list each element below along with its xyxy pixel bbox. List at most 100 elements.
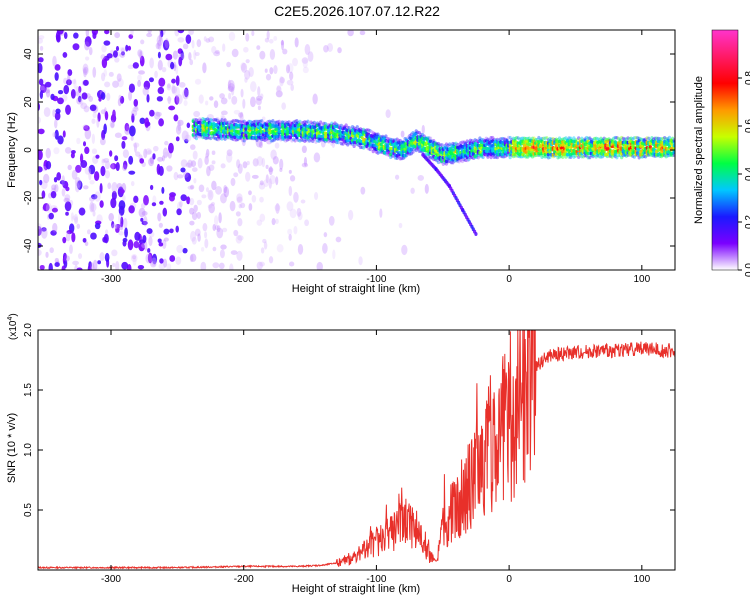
spectrogram-cell [64,194,71,202]
signal-cell [198,117,202,121]
y-tick-label: 0 [23,147,34,153]
signal-cell [241,138,245,143]
signal-cell [414,129,418,133]
spectrogram-cell [312,93,318,105]
spectrogram-cell [42,203,50,212]
spectrogram-cell [179,201,183,208]
spectrogram-cell [260,247,265,254]
spectrogram-cell [166,84,172,91]
spectrogram-y-label: Frequency (Hz) [6,112,18,188]
spectrogram-cell [147,248,151,253]
signal-cell [191,118,195,123]
spectrogram-cell [237,163,243,174]
spectrogram-cell [251,174,259,179]
signal-cell [269,120,273,124]
signal-cell [543,136,547,141]
spectrogram-cell [124,227,128,238]
spectrogram-cell [200,247,205,252]
spectrogram-cell [109,150,113,157]
spectrogram-cell [212,223,216,232]
signal-cell [428,155,433,160]
spectrogram-cell [39,90,44,99]
spectrogram-cell [90,194,98,200]
spectrogram-cell [248,203,253,211]
signal-cell [311,121,315,126]
signal-cell [475,153,479,158]
signal-cell [444,159,449,164]
spectrogram-cell [104,252,110,262]
spectrogram-cell [273,35,278,42]
signal-cell [408,152,412,156]
spectrogram-cell [67,69,73,77]
spectrogram-cell [137,49,143,57]
spectrogram-cell [143,215,148,227]
signal-cell [327,139,331,144]
spectrogram-cell [97,112,101,122]
spectrogram-cell [185,34,192,44]
signal-cell [298,139,302,143]
spectrogram-cell [100,109,107,115]
signal-cell [242,124,246,128]
spectrogram-cell [44,81,52,88]
spectrogram-cell [117,213,122,224]
signal-cell [317,139,321,143]
spectrogram-y-axis: -40 -20 0 20 40 [23,48,675,253]
signal-cell [236,119,240,123]
spectrogram-cell [61,265,66,270]
spectrogram-cell [212,262,220,269]
spectrogram-cell [88,164,96,175]
spectrogram-cell [184,134,192,142]
spectrogram-cell [151,202,157,207]
spectrogram-cell [144,240,148,251]
signal-cell [672,140,675,144]
spectrogram-cell [271,218,276,226]
colorbar-tick-label: 0.2 [744,215,750,229]
signal-cell [206,117,210,121]
spectrogram-cell [177,119,184,126]
spectrogram-cell [269,49,276,60]
spectrogram-cell [182,247,188,254]
signal-cell [645,136,649,140]
spectrogram-cell [292,57,298,67]
spectrogram-cell [171,83,176,95]
signal-cell [637,155,641,160]
signal-cell [643,154,648,159]
spectrogram-cell [111,249,118,257]
spectrogram-cell [213,100,219,109]
spectrogram-cell [43,107,51,118]
signal-cell [228,119,232,124]
signal-cell [274,120,278,125]
spectrogram-cell [132,62,139,69]
signal-cell [615,135,619,140]
spectrogram-cell [228,92,232,100]
spectrogram-cell [259,261,265,267]
signal-cell [635,136,640,140]
spectrogram-cell [220,110,228,116]
signal-cell [245,120,250,125]
spectrogram-cell [164,38,169,49]
signal-cell [545,136,549,140]
signal-cell [502,154,506,159]
signal-cell [514,154,519,158]
spectrogram-cell [108,71,114,77]
spectrogram-cell [211,150,216,156]
signal-cell [548,155,552,160]
spectrogram-cell [76,180,83,190]
signal-cell [672,153,675,157]
spectrogram-cell [145,253,152,264]
signal-cell [395,137,399,142]
signal-cell [567,136,571,140]
signal-cell [588,136,592,140]
spectrogram-heatmap [38,30,675,270]
spectrogram-cell [82,141,87,147]
spectrogram-cell [166,97,172,102]
spectrogram-cell [89,104,97,112]
signal-cell [284,139,288,143]
spectrogram-cell [83,125,90,132]
spectrogram-cell [151,257,157,266]
spectrogram-cell [110,163,117,170]
spectrogram-cell [130,180,135,187]
spectrogram-cell [92,210,96,217]
spectrogram-cell [98,96,102,102]
spectrogram-cell [250,96,256,108]
